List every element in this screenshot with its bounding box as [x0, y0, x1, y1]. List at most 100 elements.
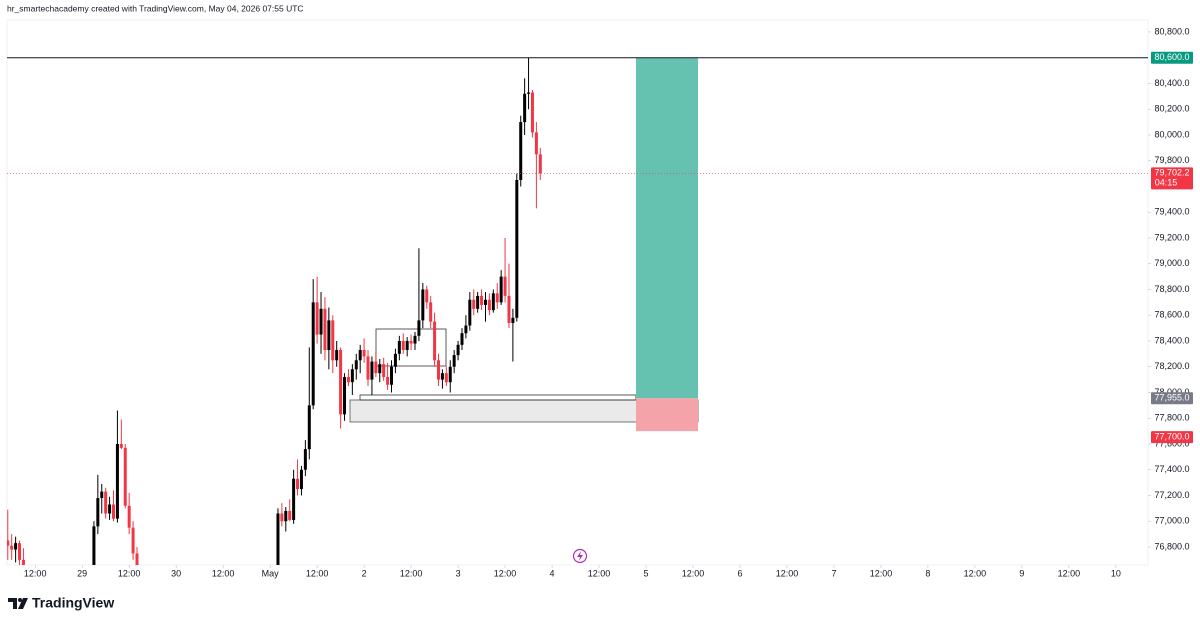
entry-label: 77,955.0	[1154, 393, 1189, 403]
y-tick-label: 77,400.0	[1154, 464, 1189, 474]
candle-body	[386, 377, 390, 385]
candle-body	[393, 353, 397, 367]
y-tick-label: 78,400.0	[1154, 335, 1189, 345]
candle-body	[362, 349, 366, 357]
x-tick-label: May	[262, 568, 280, 578]
candle-body	[96, 498, 100, 527]
candle-body	[507, 295, 511, 323]
x-tick-label: 12:00	[118, 568, 141, 578]
candle-body	[319, 308, 323, 335]
candle-body	[538, 154, 542, 174]
x-tick-label: 3	[456, 568, 461, 578]
candle-body	[131, 527, 135, 554]
candle-body	[433, 321, 437, 361]
candle-body	[401, 340, 405, 350]
y-tick-label: 80,000.0	[1154, 129, 1189, 139]
x-tick-label: 12:00	[494, 568, 517, 578]
candle-body	[21, 559, 25, 565]
candle-body	[323, 308, 327, 350]
candle-body	[276, 513, 280, 565]
profit-zone	[636, 57, 698, 399]
candle-body	[425, 289, 429, 303]
x-tick-label: 6	[737, 568, 742, 578]
candle-body	[288, 510, 292, 520]
candle-body	[108, 504, 112, 514]
candle-body	[523, 93, 527, 123]
last-price-box	[1151, 167, 1193, 190]
x-tick-label: 4	[550, 568, 555, 578]
x-tick-label: 9	[1019, 568, 1024, 578]
candle-body	[519, 122, 523, 181]
x-tick-label: 12:00	[964, 568, 987, 578]
entry-label-box	[1151, 392, 1193, 405]
x-tick-label: 8	[925, 568, 930, 578]
candle-body	[448, 366, 452, 383]
candle-body	[534, 132, 538, 155]
y-tick-label: 79,200.0	[1154, 232, 1189, 242]
y-tick-label: 80,400.0	[1154, 78, 1189, 88]
candle-body	[92, 526, 96, 565]
x-tick-label: 12:00	[682, 568, 705, 578]
plot-layer	[7, 57, 1148, 565]
candle-body	[354, 360, 358, 370]
candle-body	[343, 377, 347, 415]
candle-body	[299, 469, 303, 490]
candle-body	[7, 540, 10, 546]
candle-body	[346, 377, 350, 383]
candle-body	[100, 491, 104, 499]
x-tick-label: 12:00	[588, 568, 611, 578]
y-tick-label: 76,800.0	[1154, 541, 1189, 551]
candle-body	[10, 545, 14, 550]
candle-body	[440, 373, 444, 380]
y-tick-label: 79,000.0	[1154, 258, 1189, 268]
candle-body	[378, 364, 382, 374]
x-tick-label: 12:00	[1058, 568, 1081, 578]
candle-body	[456, 344, 460, 356]
candle-body	[515, 180, 519, 318]
candle-body	[303, 449, 307, 470]
candle-body	[296, 478, 300, 490]
candle-body	[444, 373, 448, 383]
candle-body	[382, 364, 386, 378]
candle-body	[374, 361, 378, 374]
candle-body	[421, 289, 425, 321]
candle-body	[409, 340, 413, 344]
candle-body	[311, 302, 315, 406]
candle-body	[14, 543, 18, 550]
y-tick-label: 77,200.0	[1154, 490, 1189, 500]
x-tick-label: 12:00	[776, 568, 799, 578]
candle-body	[480, 295, 484, 305]
event-icon-bolt	[577, 551, 583, 561]
y-tick-label: 77,600.0	[1154, 438, 1189, 448]
candle-body	[331, 320, 335, 361]
candle-body	[119, 443, 123, 448]
x-tick-label: 10	[1111, 568, 1121, 578]
candle-body	[397, 340, 401, 354]
candle-body	[292, 478, 296, 520]
last-price-label: 79,702.2	[1154, 168, 1189, 178]
y-tick-label: 78,000.0	[1154, 387, 1189, 397]
brand-logo	[8, 598, 28, 609]
candle-body	[460, 333, 464, 345]
candle-body	[491, 293, 495, 311]
candle-body	[135, 553, 139, 565]
candle-body	[413, 335, 417, 344]
candle-body	[366, 356, 370, 380]
candle-body	[115, 443, 119, 519]
candle-body	[307, 405, 311, 450]
y-tick-label: 78,600.0	[1154, 310, 1189, 320]
candle-body	[503, 276, 507, 296]
candle-body	[358, 349, 362, 361]
candle-body	[350, 369, 354, 383]
candle-body	[112, 504, 116, 519]
loss-zone	[636, 398, 698, 432]
target-label: 80,600.0	[1154, 52, 1189, 62]
stop-label-box	[1151, 431, 1193, 444]
candle-body	[335, 349, 339, 361]
x-tick-label: 29	[77, 568, 87, 578]
candle-body	[499, 276, 503, 303]
y-tick-label: 77,000.0	[1154, 516, 1189, 526]
candle-body	[429, 302, 433, 322]
candle-body	[468, 299, 472, 326]
candle-body	[472, 299, 476, 309]
